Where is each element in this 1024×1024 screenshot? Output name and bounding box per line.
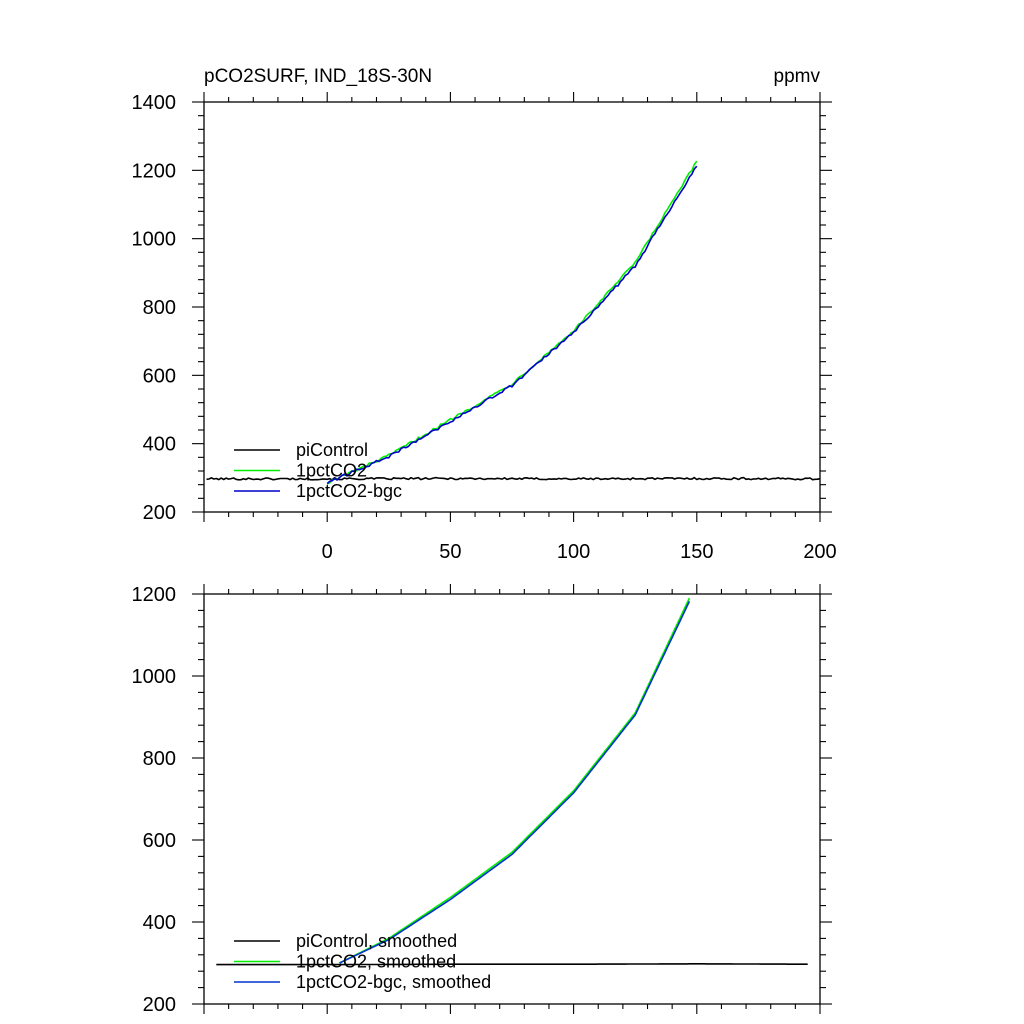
bottom-series-layer [216,597,808,966]
top-y-tick-label: 1400 [132,92,177,114]
bottom-y-tick-label: 200 [143,994,176,1016]
top-y-tick-label: 400 [143,434,176,456]
bottom-series-line-2 [339,597,691,964]
bottom-y-tick-label: 1000 [132,666,177,688]
top-series-line-2 [327,160,698,485]
top-y-tick-label: 600 [143,365,176,387]
plot-title: pCO2SURF, IND_18S-30N [204,66,432,87]
bottom-legend-label-1: piControl, smoothed [296,931,457,951]
top-axes: 0 50 100 150 200 200 400 600 800 1000 1200 1400 [132,92,837,563]
top-legend-label-1: piControl [296,440,368,460]
bottom-y-tick-label: 800 [143,748,176,770]
bottom-panel: 200 400 600 800 1000 1200 piControl, smoothed… [132,584,832,1016]
top-series-line-1 [206,476,821,481]
bottom-axes: 200 400 600 800 1000 1200 [132,584,832,1016]
top-series-layer [206,160,821,485]
top-x-tick-label: 100 [557,541,590,563]
top-y-tick-label: 800 [143,297,176,319]
top-y-tick-label: 1000 [132,229,177,251]
top-legend-label-2: 1pctCO2 [296,461,367,481]
bottom-y-tick-label: 400 [143,912,176,934]
bottom-plot-frame [203,593,821,1005]
bottom-series-line-1 [216,962,808,966]
bottom-legend-label-3: 1pctCO2-bgc, smoothed [296,972,491,992]
top-x-tick-label: 150 [680,541,713,563]
top-series-line-3 [326,165,698,485]
top-x-tick-label: 200 [803,541,836,563]
bottom-legend-label-2: 1pctCO2, smoothed [296,952,456,972]
plot-units: ppmv [774,66,821,87]
top-panel: pCO2SURF, IND_18S-30N ppmv 0 50 100 150 200 2… [132,66,837,563]
bottom-y-tick-label: 1200 [132,584,177,606]
top-x-tick-label: 0 [322,541,333,563]
top-y-tick-label: 200 [143,502,176,524]
bottom-series-line-3 [339,601,691,964]
top-y-tick-label: 1200 [132,160,177,182]
bottom-y-tick-label: 600 [143,830,176,852]
top-x-tick-label: 50 [439,541,461,563]
top-legend-label-3: 1pctCO2-bgc [296,481,402,501]
